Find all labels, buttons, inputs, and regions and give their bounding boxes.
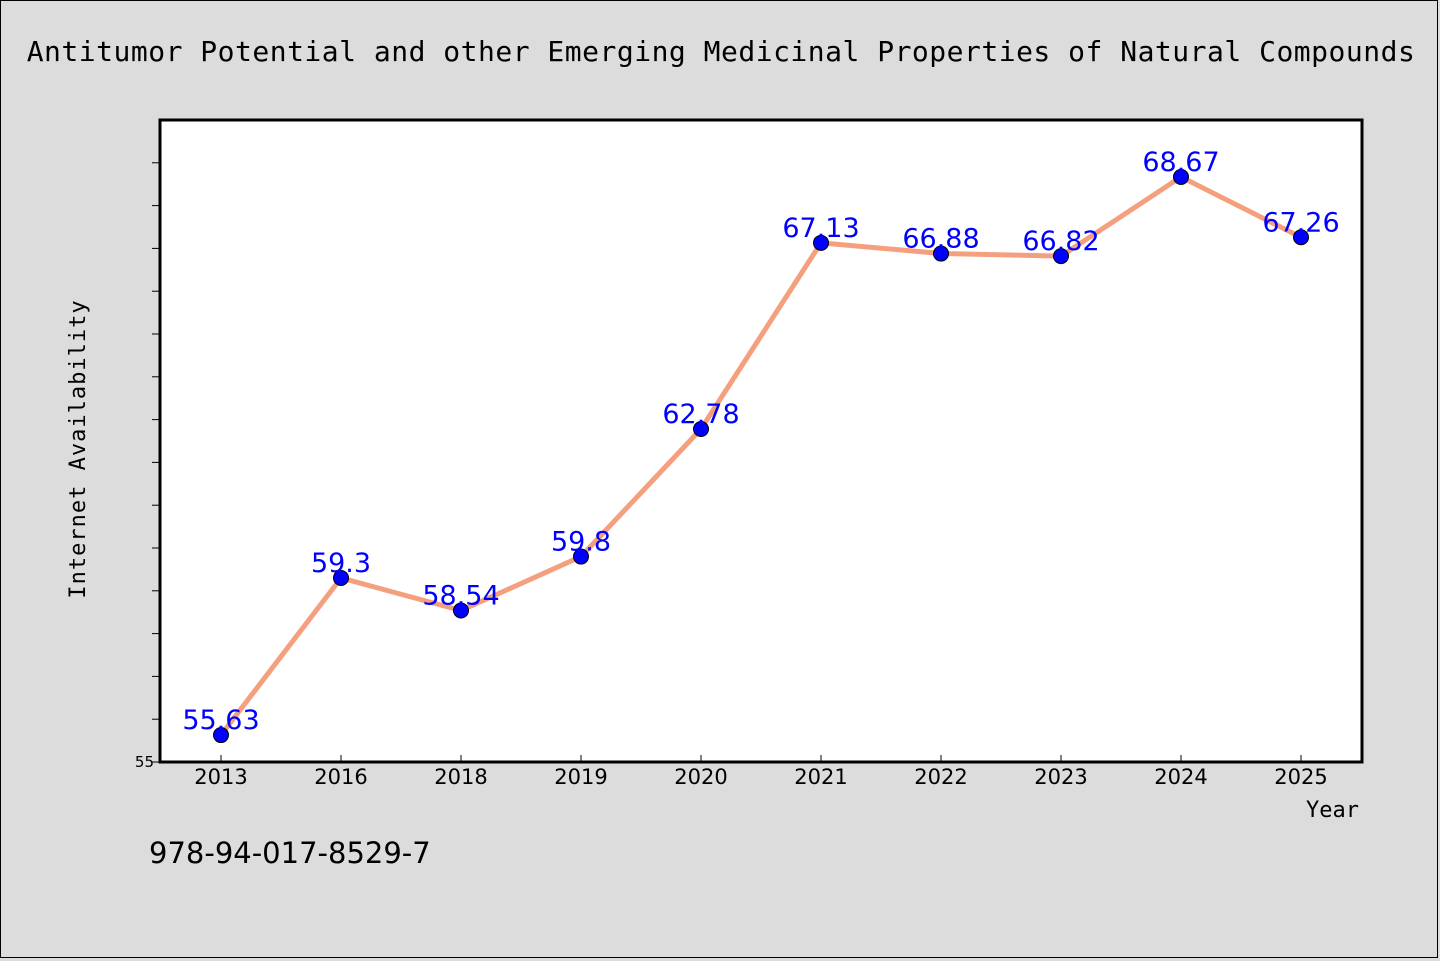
data-point [453, 602, 469, 619]
series-line-group [218, 174, 1304, 738]
data-label: 55.63 [182, 705, 259, 736]
data-point [1293, 229, 1309, 246]
y-axis-ticks: 55 [135, 162, 160, 771]
data-markers [213, 168, 1309, 744]
data-labels: 55.63 59.3 58.54 59.8 62.78 67.13 66.88 66.82 68… [182, 147, 1339, 736]
data-point [1173, 168, 1189, 185]
x-tick-label: 2018 [434, 765, 487, 789]
x-tick-label: 2021 [794, 765, 847, 789]
y-tick-label: 55 [135, 753, 154, 771]
data-point [933, 245, 949, 262]
data-point [333, 569, 349, 586]
data-point [693, 421, 709, 438]
x-tick-label: 2013 [194, 765, 247, 789]
x-tick-label: 2023 [1034, 765, 1087, 789]
isbn-text: 978-94-017-8529-7 [149, 836, 431, 870]
x-tick-label: 2016 [314, 765, 367, 789]
data-label: 68.67 [1142, 147, 1219, 178]
x-tick-label: 2019 [554, 765, 607, 789]
data-point [813, 234, 829, 251]
data-label: 59.8 [551, 527, 611, 558]
data-label: 66.88 [902, 224, 979, 255]
chart-title: Antitumor Potential and other Emerging M… [26, 35, 1416, 68]
data-label: 67.13 [782, 213, 859, 244]
x-axis-ticks: 2013 2016 2018 2019 2020 2021 2022 2023 2024 2025 [194, 755, 1328, 789]
x-tick-label: 2020 [674, 765, 727, 789]
y-axis-label: Internet Availability [66, 299, 91, 598]
x-tick-label: 2022 [914, 765, 967, 789]
data-label: 58.54 [422, 580, 499, 611]
x-tick-label: 2024 [1154, 765, 1207, 789]
data-point [1053, 248, 1069, 265]
data-label: 62.78 [662, 399, 739, 430]
data-point [213, 727, 229, 744]
x-axis-label: Year [1306, 798, 1359, 823]
series-line [218, 174, 1304, 738]
data-label: 67.26 [1262, 207, 1339, 238]
data-point [573, 548, 589, 565]
plot-area [158, 118, 1364, 764]
x-tick-label: 2025 [1274, 765, 1327, 789]
data-label: 66.82 [1022, 226, 1099, 257]
data-label: 59.3 [311, 548, 371, 579]
